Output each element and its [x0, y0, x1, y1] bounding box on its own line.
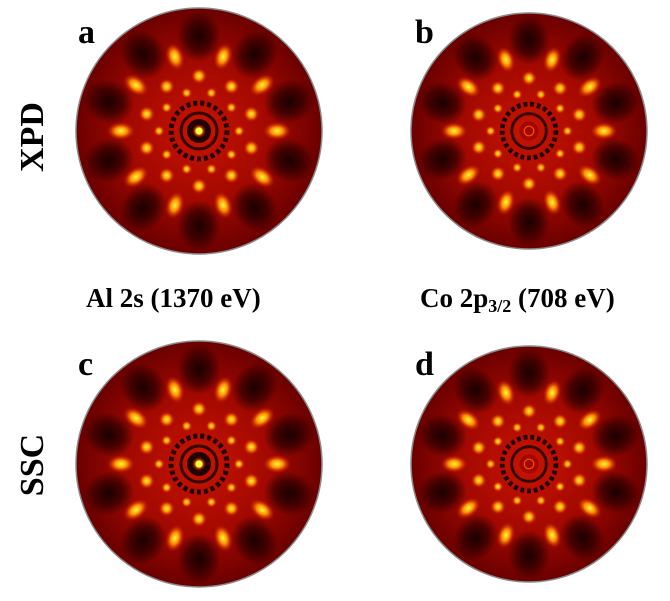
panel-letter-b: b [415, 14, 434, 51]
row-label-ssc: SSC [14, 433, 51, 497]
panel-letter-a: a [78, 14, 95, 51]
pattern-content [76, 341, 322, 587]
pattern-content [411, 13, 647, 249]
row-label-xpd: XPD [14, 102, 51, 172]
caption-co-2p: Co 2p3/2 (708 eV) [420, 283, 615, 316]
panel-letter-c: c [78, 346, 94, 383]
pattern-content [411, 346, 647, 582]
pattern-a [75, 7, 323, 255]
pattern-content [76, 8, 322, 254]
pattern-d [410, 345, 648, 583]
caption-al-2s: Al 2s (1370 eV) [86, 283, 261, 313]
panel-letter-d: d [415, 346, 434, 383]
pattern-b [410, 12, 648, 250]
pattern-c [75, 340, 323, 588]
